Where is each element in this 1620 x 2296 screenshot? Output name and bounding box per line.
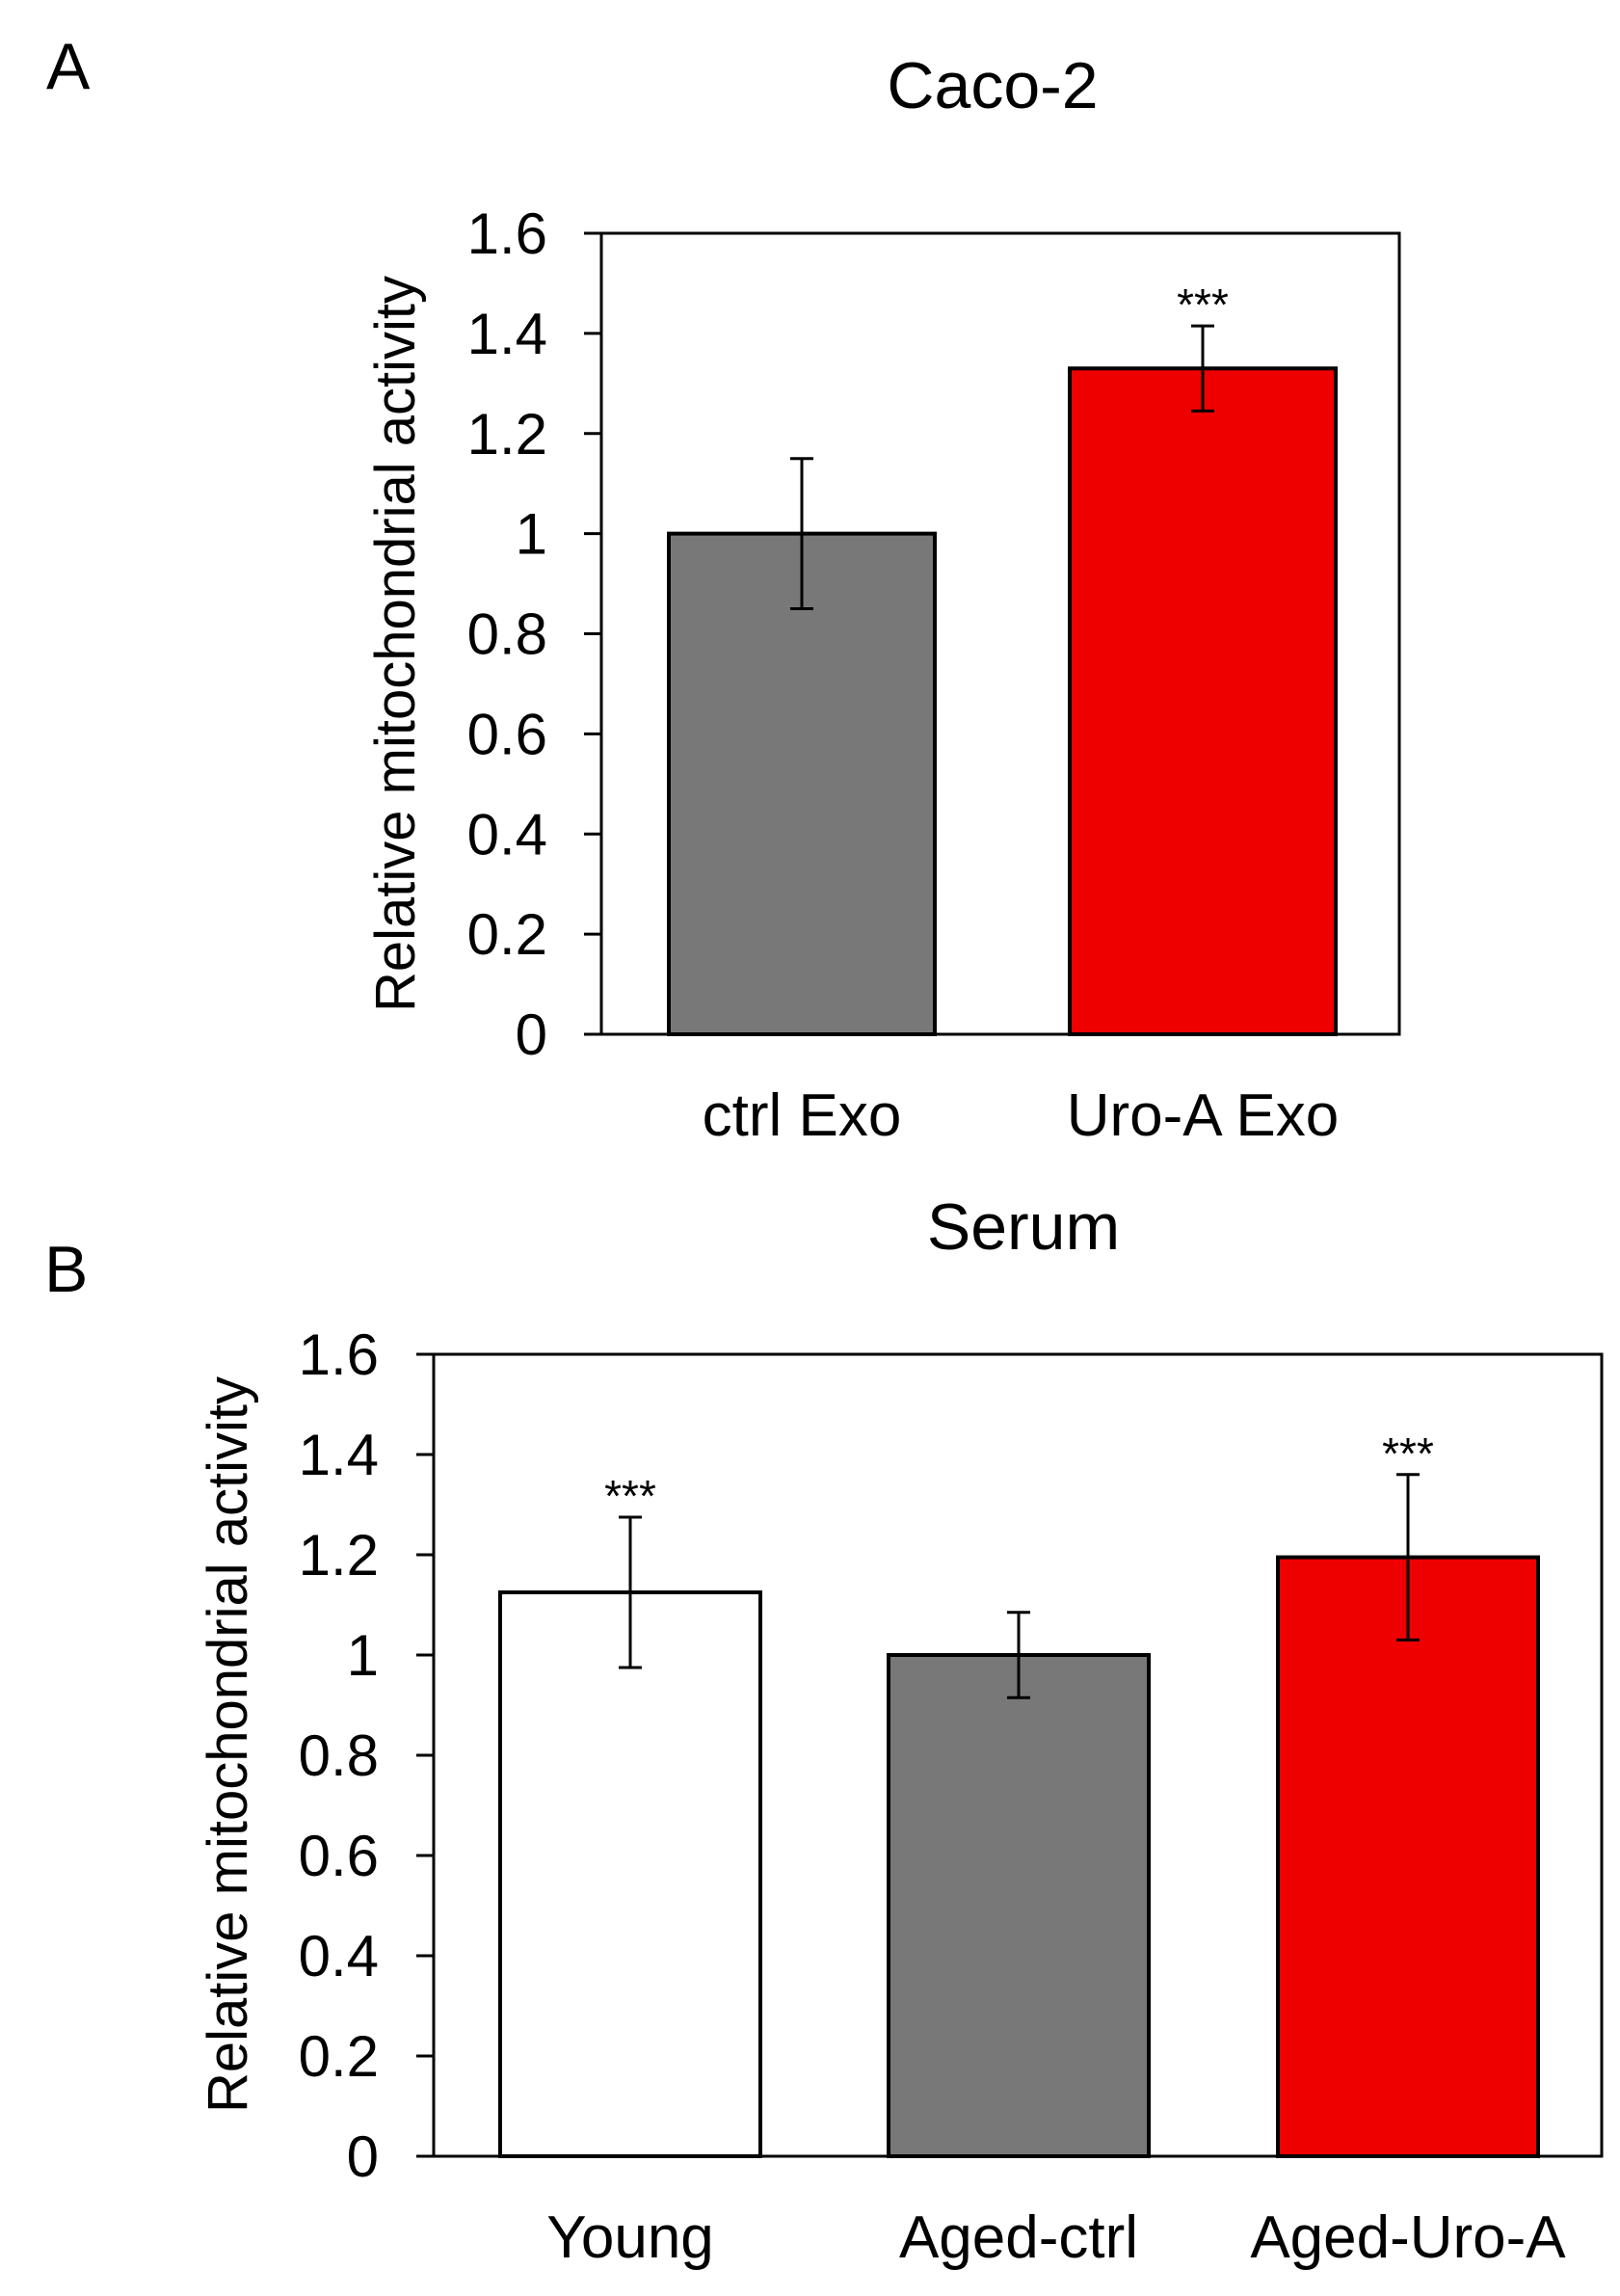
panel-a-y-ticks: 0 0.2 0.4 0.6 0.8 1 1.2 1.4 1.6 bbox=[467, 201, 601, 1067]
panel-b-significance: *** *** bbox=[604, 1428, 1434, 1521]
panel-b-category-labels: Young Aged-ctrl Aged-Uro-A bbox=[546, 2204, 1566, 2271]
y-tick-label: 0.4 bbox=[467, 802, 547, 867]
y-tick-label: 0 bbox=[516, 1002, 547, 1067]
category-label: Aged-Uro-A bbox=[1250, 2204, 1566, 2271]
bar bbox=[1068, 366, 1338, 1036]
y-tick-label: 1 bbox=[347, 1623, 379, 1688]
significance-marker: *** bbox=[1177, 280, 1229, 330]
panel-a-category-labels: ctrl Exo Uro-A Exo bbox=[703, 1082, 1340, 1149]
significance-marker: *** bbox=[604, 1471, 656, 1521]
y-tick-label: 1.2 bbox=[467, 402, 547, 467]
panel-a-error-bars bbox=[790, 324, 1214, 611]
y-tick-label: 0.8 bbox=[467, 602, 547, 667]
panel-a-chart: A Caco-2 Relative mitochondrial activity… bbox=[46, 30, 1401, 1149]
panel-b-plot-frame bbox=[432, 1352, 1604, 2158]
y-tick-label: 1.4 bbox=[467, 302, 547, 366]
y-tick-label: 1.4 bbox=[299, 1423, 379, 1487]
bar bbox=[498, 1590, 762, 2158]
y-tick-label: 0.8 bbox=[299, 1723, 379, 1788]
panel-b-title: Serum bbox=[927, 1190, 1120, 1264]
y-tick-label: 0.6 bbox=[299, 1824, 379, 1888]
significance-marker: *** bbox=[1382, 1428, 1434, 1479]
y-tick-label: 1.6 bbox=[299, 1322, 379, 1387]
bar bbox=[887, 1653, 1151, 2158]
panel-a-significance: *** bbox=[1177, 280, 1229, 330]
category-label: Young bbox=[546, 2204, 714, 2271]
panel-a-y-axis-label: Relative mitochondrial activity bbox=[364, 276, 427, 1012]
panel-b-y-ticks: 0 0.2 0.4 0.6 0.8 1 1.2 1.4 1.6 bbox=[299, 1322, 434, 2189]
category-label: Uro-A Exo bbox=[1067, 1082, 1340, 1149]
panel-b-error-bars bbox=[619, 1473, 1420, 1699]
y-tick-label: 1 bbox=[516, 502, 547, 567]
category-label: ctrl Exo bbox=[703, 1082, 902, 1149]
panel-a-letter: A bbox=[46, 30, 91, 103]
panel-a-title: Caco-2 bbox=[887, 49, 1098, 122]
bar bbox=[1276, 1555, 1540, 2158]
bar bbox=[667, 531, 937, 1036]
y-tick-label: 0.4 bbox=[299, 1924, 379, 1989]
y-tick-label: 0.2 bbox=[299, 2024, 379, 2089]
panel-a-bars bbox=[667, 366, 1338, 1036]
y-tick-label: 1.2 bbox=[299, 1523, 379, 1588]
panel-a-plot-frame bbox=[599, 231, 1401, 1036]
category-label: Aged-ctrl bbox=[899, 2204, 1138, 2271]
panel-b-y-axis-label: Relative mitochondrial activity bbox=[197, 1376, 259, 2113]
panel-b-letter: B bbox=[44, 1233, 88, 1306]
y-tick-label: 0 bbox=[347, 2124, 379, 2189]
y-tick-label: 0.6 bbox=[467, 702, 547, 766]
y-tick-label: 1.6 bbox=[467, 201, 547, 266]
panel-b-chart: B Serum Relative mitochondrial activity … bbox=[44, 1190, 1604, 2271]
y-tick-label: 0.2 bbox=[467, 902, 547, 967]
